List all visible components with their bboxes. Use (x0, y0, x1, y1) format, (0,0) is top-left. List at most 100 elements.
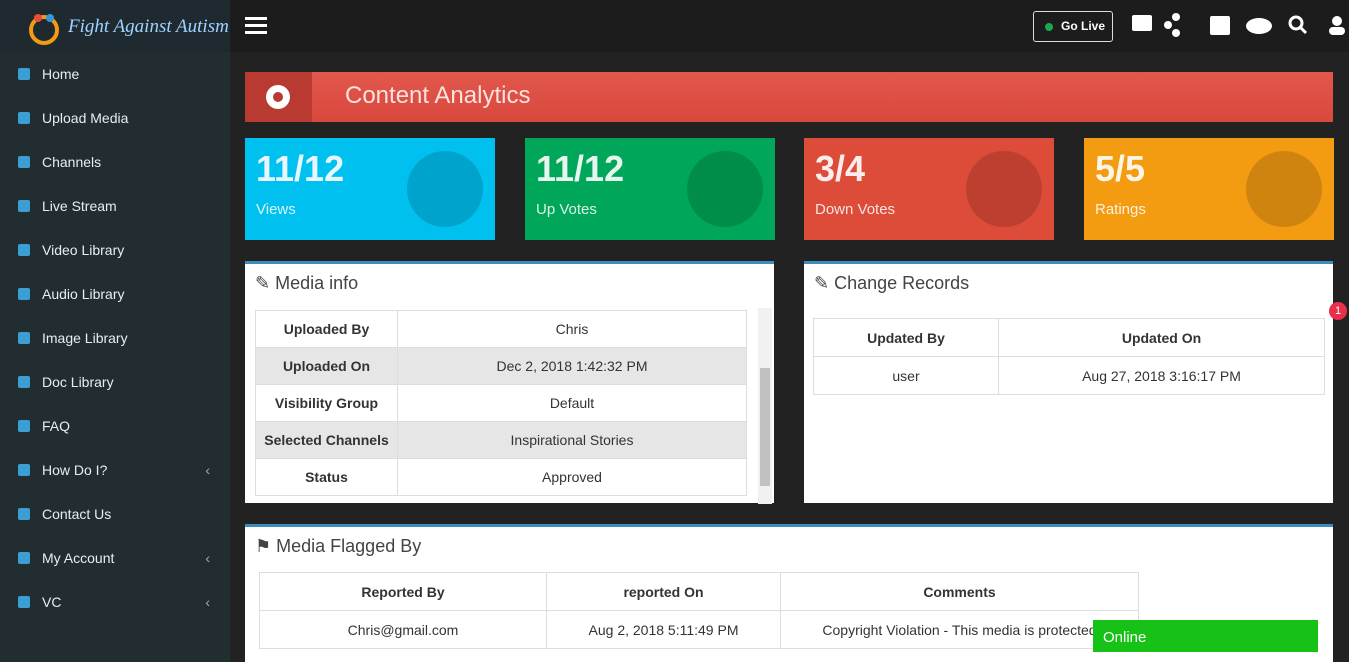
go-live-button[interactable]: Go Live (1033, 11, 1113, 42)
nav-label: Channels (42, 154, 102, 170)
field-value: Default (397, 384, 747, 422)
nav-icon (18, 244, 30, 256)
panel-title: ✎ Media info (255, 273, 359, 293)
table-cell: user (813, 356, 999, 395)
field-value: Chris (397, 310, 747, 348)
field-name: Uploaded On (255, 347, 398, 385)
playlist-icon[interactable] (1210, 16, 1230, 35)
flagged-table: Reported By reported On Comments Chris@gmai… (259, 572, 1139, 649)
field-name: Visibility Group (255, 384, 398, 422)
nav-icon (18, 464, 30, 476)
nav-item[interactable]: How Do I? ‹ (0, 448, 230, 492)
nav-icon (18, 376, 30, 388)
nav-item[interactable]: Upload Media (0, 96, 230, 140)
nav-item[interactable]: Contact Us (0, 492, 230, 536)
sidebar: Home Upload Media Channels Live Stream Video… (0, 52, 230, 662)
panel-title-text: Change Records (834, 273, 970, 293)
column-header: Reported By (259, 572, 547, 611)
table-cell: Aug 2, 2018 5:11:49 PM (546, 610, 781, 649)
nav-item[interactable]: My Account ‹ (0, 536, 230, 580)
change-records-panel: ✎ Change Records Updated By Updated On use… (804, 261, 1333, 503)
page-title: Content Analytics (345, 82, 531, 109)
share-icon[interactable] (1164, 13, 1180, 37)
nav-icon (18, 508, 30, 520)
nav-label: Doc Library (42, 374, 114, 390)
stat-value: 11/12 (256, 148, 345, 189)
panel-title: ⚑ Media Flagged By (255, 536, 422, 556)
change-records-table: Updated By Updated On user Aug 27, 2018 3:1… (813, 318, 1325, 395)
nav-label: VC (42, 594, 62, 610)
chat-icon[interactable] (1132, 15, 1152, 31)
nav-chevron: ‹ (205, 550, 210, 566)
header-row: Updated By Updated On (813, 318, 1325, 357)
user-icon[interactable] (1329, 16, 1345, 35)
notification-badge[interactable]: 1 (1329, 302, 1347, 320)
upload-icon[interactable] (1246, 18, 1272, 34)
table-cell: Aug 27, 2018 3:16:17 PM (998, 356, 1325, 395)
field-name: Status (255, 458, 398, 496)
chat-widget[interactable]: Online (1093, 620, 1318, 652)
field-value: Approved (397, 458, 747, 496)
field-value: Inspirational Stories (397, 421, 747, 459)
nav-item[interactable]: Video Library (0, 228, 230, 272)
media-info-table: Uploaded By Chris Uploaded On Dec 2, 2018 1… (255, 310, 747, 496)
panel-title-text: Media Flagged By (276, 536, 422, 556)
nav-label: Image Library (42, 330, 128, 346)
toolbar-icons (1132, 13, 1345, 37)
nav-icon (18, 68, 30, 80)
nav-chevron: ‹ (205, 594, 210, 610)
nav-icon (18, 156, 30, 168)
stat-value: 11/12 (536, 148, 625, 189)
logo-icon (29, 14, 59, 45)
field-name: Uploaded By (255, 310, 398, 348)
stat-label: Ratings (1095, 201, 1146, 218)
table-row: Selected Channels Inspirational Stories (255, 421, 747, 459)
stat-card: 3/4 Down Votes (804, 138, 1054, 240)
menu-toggle[interactable] (245, 16, 267, 36)
stat-label: Down Votes (815, 201, 896, 218)
nav-label: Upload Media (42, 110, 129, 126)
brand[interactable]: Fight Against Autism (0, 0, 230, 52)
nav-icon (18, 288, 30, 300)
stat-value: 3/4 (815, 148, 866, 189)
nav-item[interactable]: Audio Library (0, 272, 230, 316)
search-icon[interactable] (1288, 15, 1308, 35)
panel-title-text: Media info (275, 273, 359, 293)
page-header: Content Analytics (245, 72, 1333, 122)
nav-label: How Do I? (42, 462, 108, 478)
stat-label: Up Votes (536, 201, 597, 218)
field-value: Dec 2, 2018 1:42:32 PM (397, 347, 747, 385)
nav-item[interactable]: Doc Library (0, 360, 230, 404)
table-cell: Chris@gmail.com (259, 610, 547, 649)
nav-icon (18, 596, 30, 608)
column-header: Updated By (813, 318, 999, 357)
nav-item[interactable]: Channels (0, 140, 230, 184)
nav-label: Home (42, 66, 80, 82)
nav-label: Live Stream (42, 198, 117, 214)
table-row: user Aug 27, 2018 3:16:17 PM (813, 356, 1325, 395)
table-row: Visibility Group Default (255, 384, 747, 422)
nav-label: FAQ (42, 418, 71, 434)
nav-label: Contact Us (42, 506, 112, 522)
nav-icon (18, 200, 30, 212)
nav-icon (18, 112, 30, 124)
nav-icon (18, 552, 30, 564)
panel-title: ✎ Change Records (814, 273, 970, 293)
stat-card: 11/12 Views (245, 138, 495, 240)
column-header: Updated On (998, 318, 1325, 357)
table-cell: Copyright Violation - This media is prot… (780, 610, 1139, 649)
nav-item[interactable]: VC ‹ (0, 580, 230, 624)
header-row: Reported By reported On Comments (259, 572, 1139, 611)
media-info-panel: ✎ Media info Uploaded By Chris Uploaded On… (245, 261, 774, 504)
table-row: Status Approved (255, 458, 747, 496)
nav-item[interactable]: Image Library (0, 316, 230, 360)
scrollbar[interactable] (758, 308, 772, 504)
table-row: Uploaded On Dec 2, 2018 1:42:32 PM (255, 347, 747, 385)
nav-item[interactable]: FAQ (0, 404, 230, 448)
nav-icon (18, 420, 30, 432)
nav-item[interactable]: Home (0, 52, 230, 96)
column-header: reported On (546, 572, 781, 611)
nav-item[interactable]: Live Stream (0, 184, 230, 228)
nav-icon (18, 332, 30, 344)
